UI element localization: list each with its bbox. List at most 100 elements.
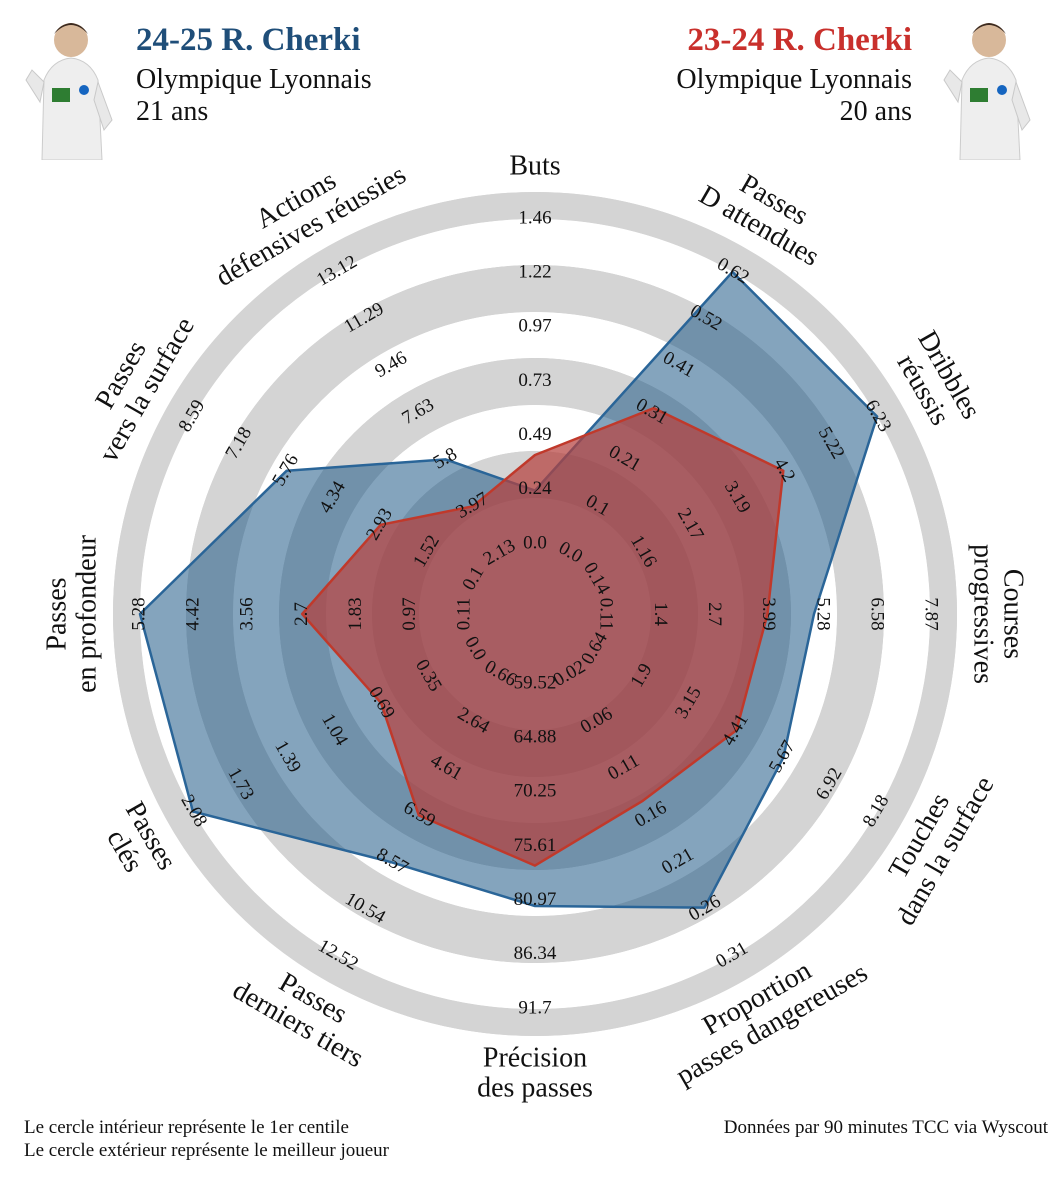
axis-label: Touches (883, 788, 956, 884)
tick-label: 0.21 (658, 844, 697, 879)
tick-label: 0.0 (555, 537, 586, 567)
tick-label: 59.52 (514, 672, 557, 693)
tick-label: 5.8 (430, 444, 461, 474)
tick-label: 0.1 (582, 490, 613, 520)
footer-note-outer: Le cercle extérieur représente le meille… (24, 1140, 390, 1161)
tick-label: 2.13 (480, 535, 519, 570)
tick-label: 10.54 (341, 888, 389, 928)
radar-rings (113, 192, 957, 1036)
tick-label: 1.04 (317, 710, 352, 750)
tick-label: 0.73 (518, 370, 551, 391)
axis-label: réussis (891, 349, 956, 431)
tick-label: 4.2 (769, 455, 799, 486)
tick-label: 0.52 (686, 300, 725, 335)
tick-label: 9.46 (371, 347, 410, 382)
tick-label: 0.0 (460, 633, 490, 664)
radar-band (279, 358, 791, 870)
series-2425-polygon (138, 270, 879, 909)
radar-band (140, 219, 930, 1009)
tick-label: 0.97 (518, 316, 551, 337)
radar-band (233, 312, 837, 916)
tick-label: 0.31 (632, 394, 671, 429)
radar-center (465, 544, 605, 684)
tick-label: 1.4 (650, 602, 671, 626)
tick-label: 2.7 (291, 602, 312, 626)
tick-label: 4.34 (315, 477, 350, 517)
tick-label: 12.52 (314, 935, 362, 975)
tick-label: 1.52 (409, 532, 444, 571)
tick-label: 2.08 (176, 791, 211, 830)
tick-label: 70.25 (514, 781, 557, 802)
axis-label: Buts (509, 150, 560, 181)
axis-label: Actions (250, 165, 341, 235)
tick-label: 7.87 (921, 597, 942, 630)
tick-label: 7.18 (221, 423, 256, 462)
tick-label: 1.22 (518, 262, 551, 283)
tick-label: 6.23 (861, 396, 896, 435)
radar-ring (186, 265, 884, 963)
tick-label: 0.41 (659, 347, 698, 382)
tick-label: 4.61 (427, 750, 466, 785)
tick-label: 5.28 (812, 597, 833, 630)
tick-label: 4.41 (718, 710, 753, 749)
radar-ring (279, 358, 791, 870)
radar-tick-labels: 0.0 0.24 0.49 0.73 0.97 1.22 1.46 0.0 0.1 0.21 0.3… (128, 207, 941, 1018)
axis-label: Passes (274, 967, 353, 1030)
tick-label: 75.61 (514, 835, 557, 856)
radar-ring (419, 498, 651, 730)
axis-label: défensives réussies (211, 159, 412, 293)
tick-label: 0.64 (577, 628, 612, 668)
radar-ring (113, 192, 957, 1036)
tick-label: 1.83 (345, 597, 366, 630)
radar-ring (326, 405, 744, 823)
tick-label: 3.19 (720, 478, 755, 517)
footer-note-inner: Le cercle intérieur représente le 1er ce… (24, 1117, 349, 1138)
tick-label: 0.26 (685, 891, 724, 926)
tick-label: 0.11 (596, 598, 617, 631)
radar-band (186, 265, 884, 963)
axis-label: Courses (998, 569, 1029, 659)
tick-label: 0.35 (411, 656, 446, 695)
left-age: 21 ans (136, 96, 209, 127)
tick-label: 5.67 (765, 737, 800, 776)
tick-label: 0.1 (458, 563, 488, 594)
tick-label: 91.7 (518, 997, 551, 1018)
radar-ring (233, 312, 837, 916)
tick-label: 5.22 (814, 423, 849, 462)
avatar-right (930, 10, 1048, 160)
right-club: Olympique Lyonnais (676, 64, 912, 95)
tick-label: 6.59 (400, 797, 439, 832)
tick-label: 0.11 (453, 598, 474, 631)
tick-label: 0.24 (518, 478, 552, 499)
axis-label: dans la surface (890, 771, 1000, 931)
tick-label: 64.88 (514, 727, 557, 748)
tick-label: 86.34 (514, 943, 557, 964)
axis-label: clés (100, 824, 149, 877)
avatar-left (12, 10, 130, 160)
tick-label: 11.29 (341, 298, 388, 337)
axis-label: Passes (735, 168, 814, 231)
tick-label: 0.21 (605, 441, 644, 476)
axis-label: Passes (89, 336, 152, 415)
tick-label: 8.57 (373, 844, 412, 879)
radar-band (326, 405, 744, 823)
tick-label: 0.02 (550, 656, 589, 691)
left-title: 24-25 R. Cherki (136, 22, 361, 58)
tick-label: 1.39 (270, 737, 305, 776)
tick-label: 0.0 (523, 532, 547, 553)
tick-label: 0.97 (399, 597, 420, 630)
tick-label: 13.12 (313, 251, 361, 291)
radar-ring (140, 219, 930, 1009)
tick-label: 5.76 (268, 450, 303, 489)
tick-label: 5.28 (128, 597, 149, 630)
axis-label: derniers tiers (227, 975, 368, 1075)
series-2324-polygon (300, 406, 785, 867)
axis-label: Passes (41, 577, 72, 650)
tick-label: 2.64 (454, 703, 494, 738)
tick-label: 1.73 (223, 764, 258, 803)
tick-label: 2.7 (704, 602, 725, 626)
axis-label: Précision (483, 1042, 587, 1073)
tick-label: 0.14 (579, 559, 614, 599)
radar-ring (372, 451, 698, 777)
